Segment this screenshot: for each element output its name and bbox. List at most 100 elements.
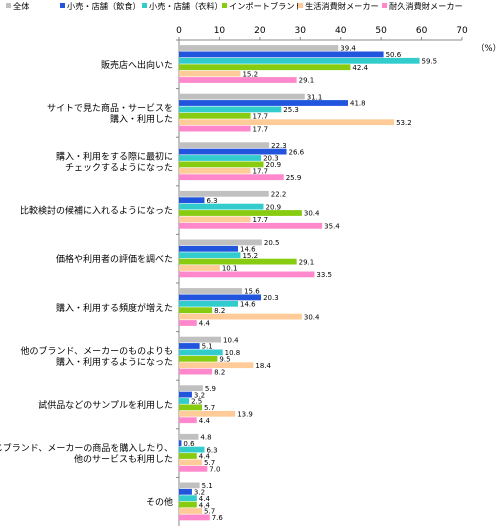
bar bbox=[179, 45, 339, 51]
bar bbox=[179, 100, 348, 106]
bar bbox=[179, 252, 241, 259]
bar bbox=[179, 294, 262, 301]
data-label: 18.4 bbox=[255, 362, 271, 370]
bar bbox=[179, 446, 205, 453]
category-label: 試供品などのサンプルを利用した bbox=[38, 399, 173, 411]
data-label: 26.6 bbox=[289, 148, 305, 156]
data-label: 31.1 bbox=[307, 93, 323, 101]
bar bbox=[179, 343, 200, 349]
bar bbox=[179, 453, 197, 459]
data-label: 59.5 bbox=[422, 58, 438, 66]
data-label: 2.5 bbox=[191, 398, 202, 406]
legend-swatch bbox=[298, 3, 303, 8]
data-label: 33.5 bbox=[316, 271, 332, 279]
bar bbox=[179, 508, 203, 514]
bar bbox=[179, 77, 297, 83]
bar bbox=[179, 258, 297, 265]
x-tick-label: 30 bbox=[295, 26, 307, 36]
data-label: 20.3 bbox=[263, 155, 279, 163]
data-label: 30.4 bbox=[304, 313, 320, 321]
x-tick-label: 0 bbox=[176, 26, 182, 36]
data-label: 3.2 bbox=[194, 391, 205, 399]
bar bbox=[179, 355, 218, 362]
bar bbox=[179, 433, 199, 440]
bar bbox=[179, 488, 192, 495]
data-label: 4.4 bbox=[199, 320, 211, 328]
data-label: 5.7 bbox=[204, 508, 215, 516]
data-label: 17.7 bbox=[253, 125, 269, 133]
x-tick-label: 40 bbox=[335, 26, 347, 36]
data-label: 4.8 bbox=[200, 434, 211, 442]
legend-swatch bbox=[222, 3, 227, 8]
data-label: 4.4 bbox=[199, 501, 211, 509]
bar bbox=[179, 465, 208, 472]
bar bbox=[179, 265, 220, 271]
data-label: 4.4 bbox=[199, 417, 211, 425]
data-label: 20.5 bbox=[264, 239, 280, 247]
bar bbox=[179, 112, 251, 119]
bar bbox=[179, 336, 222, 343]
data-label: 17.7 bbox=[253, 113, 269, 121]
data-label: 10.4 bbox=[223, 336, 239, 344]
bar bbox=[179, 203, 264, 210]
data-label: 15.2 bbox=[242, 70, 258, 78]
bar bbox=[179, 161, 264, 168]
data-label: 4.4 bbox=[199, 495, 211, 503]
data-label: 50.6 bbox=[386, 51, 402, 59]
data-label: 53.2 bbox=[396, 119, 412, 127]
bar bbox=[179, 410, 236, 417]
bar bbox=[179, 417, 197, 424]
legend-label: 小売・店舗（衣料） bbox=[149, 1, 223, 11]
bar bbox=[179, 125, 251, 132]
data-label: 15.6 bbox=[244, 288, 260, 296]
data-label: 20.9 bbox=[265, 203, 281, 211]
bar bbox=[179, 51, 384, 58]
legend-swatch bbox=[60, 3, 65, 8]
bar bbox=[179, 459, 203, 466]
bar bbox=[179, 495, 197, 502]
bar bbox=[179, 142, 270, 149]
bar bbox=[179, 119, 395, 126]
data-label: 0.6 bbox=[183, 440, 195, 448]
data-label: 4.4 bbox=[199, 453, 211, 461]
data-label: 7.6 bbox=[212, 514, 224, 522]
bar bbox=[179, 70, 241, 77]
x-tick-label: 60 bbox=[416, 26, 428, 36]
data-label: 41.8 bbox=[350, 100, 366, 108]
category-label: 比較検討の候補に入れるようになった bbox=[20, 205, 173, 217]
bar bbox=[179, 482, 200, 489]
data-label: 6.3 bbox=[206, 197, 217, 205]
data-label: 5.7 bbox=[204, 459, 215, 467]
category-label: 販売店へ出向いた bbox=[101, 59, 173, 71]
data-label: 20.3 bbox=[263, 294, 279, 302]
data-label: 8.2 bbox=[214, 368, 225, 376]
bar bbox=[179, 245, 239, 252]
data-label: 14.6 bbox=[240, 246, 256, 254]
data-label: 5.1 bbox=[202, 482, 213, 490]
x-tick-label: 70 bbox=[456, 26, 468, 36]
bar bbox=[179, 300, 239, 307]
data-label: 22.2 bbox=[271, 191, 287, 199]
data-label: 7.0 bbox=[209, 466, 220, 474]
category-label: 購入・利用する頻度が増えた bbox=[56, 302, 173, 314]
bar bbox=[179, 320, 197, 326]
category-label: 他のブランド、メーカーのものよりも購入・利用するようになった bbox=[21, 345, 173, 368]
bar bbox=[179, 155, 262, 161]
category-label: 価格や利用者の評価を調べた bbox=[56, 253, 173, 265]
data-label: 25.3 bbox=[283, 106, 299, 114]
data-label: 6.3 bbox=[206, 446, 217, 454]
bar bbox=[179, 222, 323, 229]
legend-label: 生活消費財メーカー bbox=[305, 1, 379, 11]
data-label: 22.3 bbox=[271, 142, 287, 150]
data-label: 20.9 bbox=[265, 161, 281, 169]
data-label: 3.2 bbox=[194, 489, 205, 497]
data-label: 5.7 bbox=[204, 404, 215, 412]
bar bbox=[179, 313, 302, 320]
data-label: 17.7 bbox=[253, 168, 269, 176]
bar bbox=[179, 167, 251, 174]
legend-label: インポートブランド bbox=[229, 1, 303, 11]
bar bbox=[179, 239, 262, 246]
bar bbox=[179, 216, 251, 223]
data-label: 17.7 bbox=[253, 216, 269, 224]
bar bbox=[179, 385, 203, 392]
